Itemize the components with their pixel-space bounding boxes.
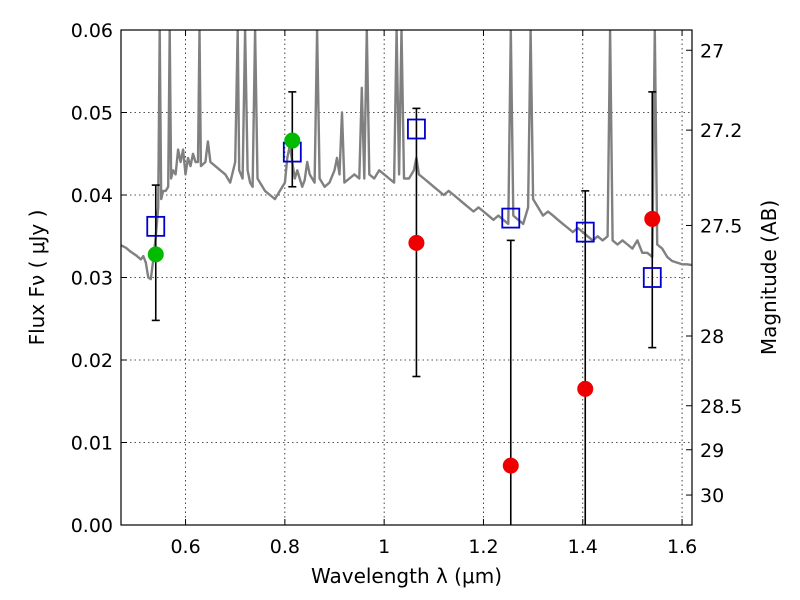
y-tick-label: 0.00 [71, 515, 113, 537]
y-axis-label: Flux Fν ( μJy ) [25, 210, 49, 346]
x-tick-label: 0.8 [270, 536, 300, 558]
right-tick-label: 28.5 [700, 396, 742, 418]
y-tick-label: 0.01 [71, 433, 113, 455]
right-tick-label: 27 [700, 40, 724, 62]
x-axis-label: Wavelength λ (μm) [311, 564, 502, 588]
y-tick-label: 0.06 [71, 20, 113, 42]
model-square-marker [146, 215, 166, 237]
y-tick-label: 0.04 [71, 185, 113, 207]
right-tick-label: 27.2 [700, 120, 742, 142]
sed-template-line [121, 30, 692, 281]
right-tick-label: 29 [700, 440, 724, 462]
model-square-marker [501, 207, 521, 229]
y-axis-ticks: 0.00 0.01 0.02 0.03 0.04 0.05 0.06 [71, 20, 127, 537]
plot-area [121, 30, 692, 281]
right-axis-ticks: 27 27.2 27.5 28 28.5 29 30 [686, 40, 742, 507]
x-tick-label: 1 [378, 536, 390, 558]
right-tick-label: 27.5 [700, 215, 742, 237]
x-tick-label: 1.6 [667, 536, 697, 558]
x-tick-label: 0.6 [170, 536, 200, 558]
model-square-marker [642, 267, 662, 288]
y-tick-label: 0.05 [71, 103, 113, 125]
grid [121, 29, 692, 526]
right-tick-label: 30 [700, 485, 724, 507]
detection-point [147, 246, 164, 263]
nondetection-point [408, 234, 425, 251]
model-square-marker [575, 221, 595, 243]
model-square-marker [407, 118, 426, 140]
y-tick-label: 0.02 [71, 350, 113, 372]
nondetection-point [502, 457, 519, 474]
y-tick-label: 0.03 [71, 268, 113, 290]
x-axis-ticks: 0.6 0.8 1 1.2 1.4 1.6 [170, 30, 697, 558]
x-tick-label: 1.4 [568, 536, 598, 558]
nondetection-point [577, 380, 594, 397]
nondetection-point [644, 210, 661, 227]
x-tick-label: 1.2 [468, 536, 498, 558]
right-tick-label: 28 [700, 326, 724, 348]
right-axis-label: Magnitude (AB) [757, 200, 781, 355]
detection-point [284, 132, 301, 149]
markers [146, 118, 662, 474]
